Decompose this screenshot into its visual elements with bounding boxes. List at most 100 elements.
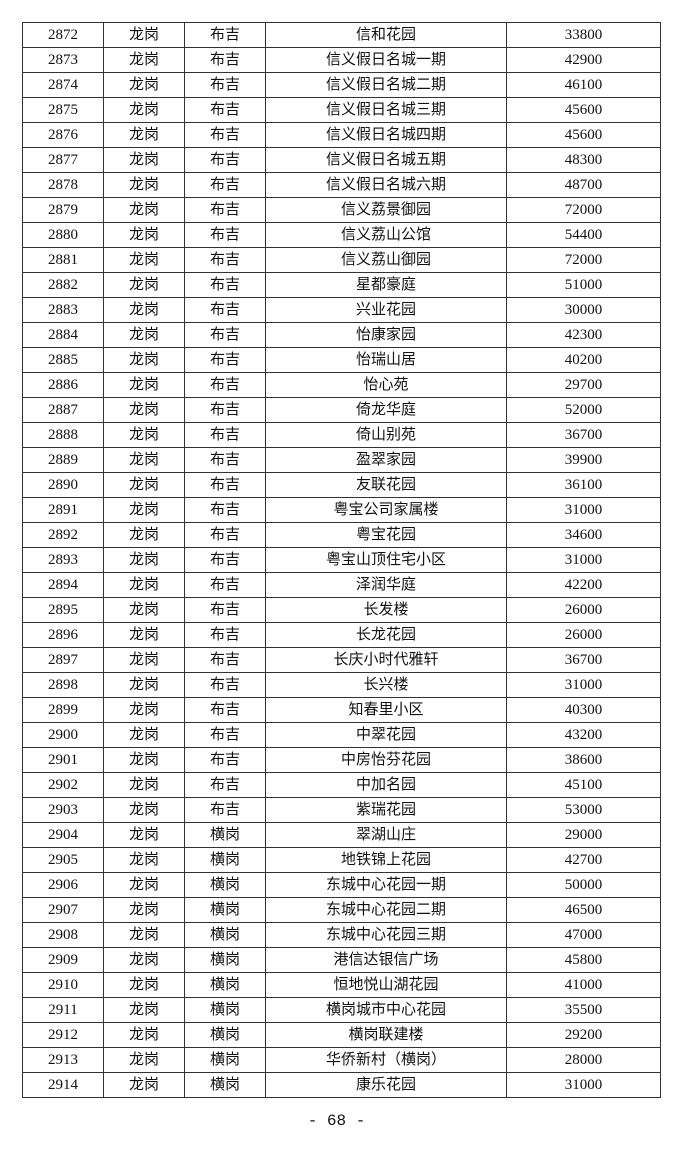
row-number-cell: 2899 (22, 697, 104, 723)
row-number-cell: 2888 (22, 422, 104, 448)
street-cell: 布吉 (184, 347, 266, 373)
price-cell: 45800 (506, 947, 661, 973)
district-cell: 龙岗 (103, 1072, 185, 1098)
row-number-cell: 2893 (22, 547, 104, 573)
street-cell: 横岗 (184, 947, 266, 973)
table-row: 2884 龙岗 布吉 怡康家园 42300 (22, 322, 661, 348)
estate-name-cell: 信义假日名城三期 (265, 97, 507, 123)
row-number-cell: 2909 (22, 947, 104, 973)
estate-name-cell: 信义假日名城五期 (265, 147, 507, 173)
estate-name-cell: 长龙花园 (265, 622, 507, 648)
table-row: 2905 龙岗 横岗 地铁锦上花园 42700 (22, 847, 661, 873)
district-cell: 龙岗 (103, 672, 185, 698)
table-row: 2900 龙岗 布吉 中翠花园 43200 (22, 722, 661, 748)
price-cell: 31000 (506, 672, 661, 698)
street-cell: 布吉 (184, 697, 266, 723)
estate-name-cell: 信义荔山御园 (265, 247, 507, 273)
district-cell: 龙岗 (103, 747, 185, 773)
row-number-cell: 2912 (22, 1022, 104, 1048)
row-number-cell: 2878 (22, 172, 104, 198)
street-cell: 布吉 (184, 747, 266, 773)
table-row: 2880 龙岗 布吉 信义荔山公馆 54400 (22, 222, 661, 248)
street-cell: 横岗 (184, 1022, 266, 1048)
table-row: 2881 龙岗 布吉 信义荔山御园 72000 (22, 247, 661, 273)
street-cell: 布吉 (184, 472, 266, 498)
street-cell: 布吉 (184, 422, 266, 448)
district-cell: 龙岗 (103, 497, 185, 523)
district-cell: 龙岗 (103, 397, 185, 423)
estate-name-cell: 信义荔山公馆 (265, 222, 507, 248)
row-number-cell: 2903 (22, 797, 104, 823)
price-cell: 31000 (506, 1072, 661, 1098)
row-number-cell: 2881 (22, 247, 104, 273)
row-number-cell: 2900 (22, 722, 104, 748)
price-cell: 53000 (506, 797, 661, 823)
price-cell: 36700 (506, 647, 661, 673)
table-row: 2898 龙岗 布吉 长兴楼 31000 (22, 672, 661, 698)
street-cell: 布吉 (184, 272, 266, 298)
row-number-cell: 2885 (22, 347, 104, 373)
table-row: 2904 龙岗 横岗 翠湖山庄 29000 (22, 822, 661, 848)
table-row: 2892 龙岗 布吉 粤宝花园 34600 (22, 522, 661, 548)
table-row: 2899 龙岗 布吉 知春里小区 40300 (22, 697, 661, 723)
row-number-cell: 2901 (22, 747, 104, 773)
row-number-cell: 2914 (22, 1072, 104, 1098)
street-cell: 布吉 (184, 672, 266, 698)
table-row: 2878 龙岗 布吉 信义假日名城六期 48700 (22, 172, 661, 198)
district-cell: 龙岗 (103, 647, 185, 673)
row-number-cell: 2897 (22, 647, 104, 673)
street-cell: 布吉 (184, 797, 266, 823)
price-cell: 39900 (506, 447, 661, 473)
estate-name-cell: 信义荔景御园 (265, 197, 507, 223)
district-cell: 龙岗 (103, 522, 185, 548)
row-number-cell: 2886 (22, 372, 104, 398)
price-cell: 31000 (506, 497, 661, 523)
street-cell: 横岗 (184, 822, 266, 848)
estate-name-cell: 中翠花园 (265, 722, 507, 748)
row-number-cell: 2905 (22, 847, 104, 873)
table-row: 2876 龙岗 布吉 信义假日名城四期 45600 (22, 122, 661, 148)
price-cell: 43200 (506, 722, 661, 748)
row-number-cell: 2876 (22, 122, 104, 148)
estate-name-cell: 长发楼 (265, 597, 507, 623)
row-number-cell: 2895 (22, 597, 104, 623)
table-row: 2877 龙岗 布吉 信义假日名城五期 48300 (22, 147, 661, 173)
row-number-cell: 2873 (22, 47, 104, 73)
district-cell: 龙岗 (103, 197, 185, 223)
row-number-cell: 2880 (22, 222, 104, 248)
price-cell: 45600 (506, 122, 661, 148)
district-cell: 龙岗 (103, 547, 185, 573)
price-cell: 30000 (506, 297, 661, 323)
row-number-cell: 2891 (22, 497, 104, 523)
district-cell: 龙岗 (103, 347, 185, 373)
district-cell: 龙岗 (103, 447, 185, 473)
street-cell: 横岗 (184, 872, 266, 898)
page-number: - 68 - (307, 1112, 366, 1130)
street-cell: 布吉 (184, 497, 266, 523)
row-number-cell: 2883 (22, 297, 104, 323)
district-cell: 龙岗 (103, 847, 185, 873)
estate-name-cell: 粤宝花园 (265, 522, 507, 548)
district-cell: 龙岗 (103, 897, 185, 923)
estate-name-cell: 东城中心花园三期 (265, 922, 507, 948)
table-row: 2907 龙岗 横岗 东城中心花园二期 46500 (22, 897, 661, 923)
district-cell: 龙岗 (103, 172, 185, 198)
table-row: 2875 龙岗 布吉 信义假日名城三期 45600 (22, 97, 661, 123)
price-cell: 31000 (506, 547, 661, 573)
district-cell: 龙岗 (103, 97, 185, 123)
street-cell: 布吉 (184, 322, 266, 348)
street-cell: 横岗 (184, 1047, 266, 1073)
table-row: 2888 龙岗 布吉 倚山别苑 36700 (22, 422, 661, 448)
price-cell: 52000 (506, 397, 661, 423)
row-number-cell: 2892 (22, 522, 104, 548)
estate-name-cell: 兴业花园 (265, 297, 507, 323)
price-cell: 36700 (506, 422, 661, 448)
street-cell: 横岗 (184, 847, 266, 873)
price-cell: 26000 (506, 597, 661, 623)
price-cell: 40300 (506, 697, 661, 723)
price-cell: 45100 (506, 772, 661, 798)
row-number-cell: 2896 (22, 622, 104, 648)
table-row: 2908 龙岗 横岗 东城中心花园三期 47000 (22, 922, 661, 948)
table-row: 2912 龙岗 横岗 横岗联建楼 29200 (22, 1022, 661, 1048)
row-number-cell: 2889 (22, 447, 104, 473)
